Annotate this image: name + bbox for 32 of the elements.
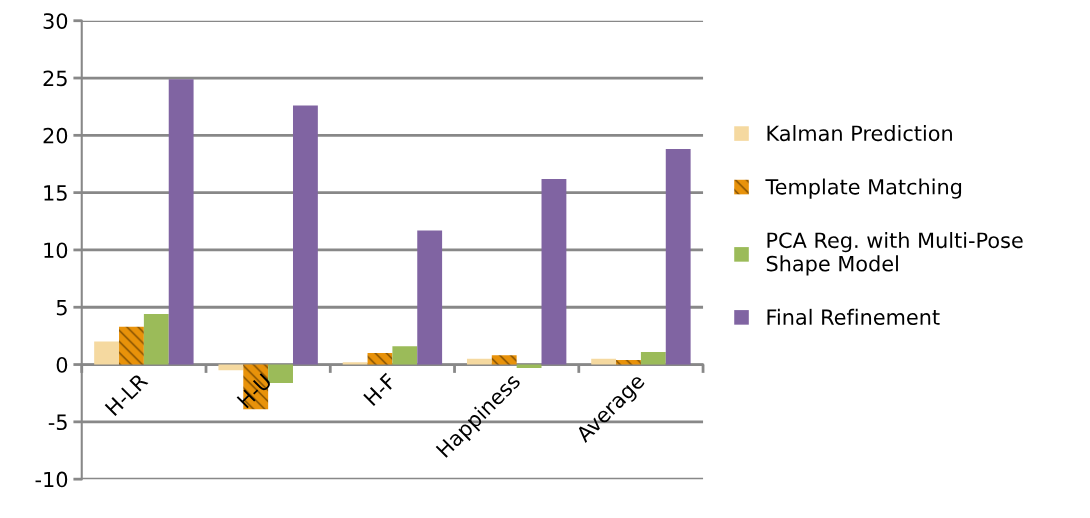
bar — [417, 230, 443, 365]
bar — [392, 346, 418, 365]
legend-label: PCA Reg. with Multi-Pose Shape Model — [766, 232, 1023, 276]
legend-label: Kalman Prediction — [767, 125, 952, 142]
x-tick-label: H-F — [363, 372, 397, 407]
y-tick-label: -5 — [48, 414, 67, 431]
bar — [665, 149, 691, 365]
bar — [616, 359, 641, 365]
bar — [268, 364, 293, 383]
y-tick-label: 20 — [43, 127, 68, 144]
legend-label: Final Refinement — [767, 308, 940, 325]
y-tick-label: 10 — [44, 242, 68, 259]
bar — [491, 355, 517, 365]
y-tick-label: 30 — [43, 13, 68, 29]
y-tick-label: 0 — [56, 357, 68, 373]
y-tick-label: 15 — [44, 185, 67, 201]
bar — [143, 314, 169, 365]
y-tick-label: 25 — [43, 70, 67, 87]
bar — [292, 105, 318, 365]
bar — [94, 341, 120, 365]
y-tick-label: -10 — [35, 471, 68, 488]
bar — [640, 351, 666, 365]
bar — [591, 358, 617, 365]
legend-label: Template Matching — [765, 178, 962, 199]
y-tick-label: 5 — [56, 299, 67, 316]
x-tick-label: H-U — [236, 373, 273, 409]
bar — [342, 362, 368, 365]
bar — [168, 79, 194, 365]
bar — [466, 358, 492, 365]
bar — [541, 178, 567, 365]
bar — [367, 353, 393, 365]
bar — [119, 326, 144, 365]
